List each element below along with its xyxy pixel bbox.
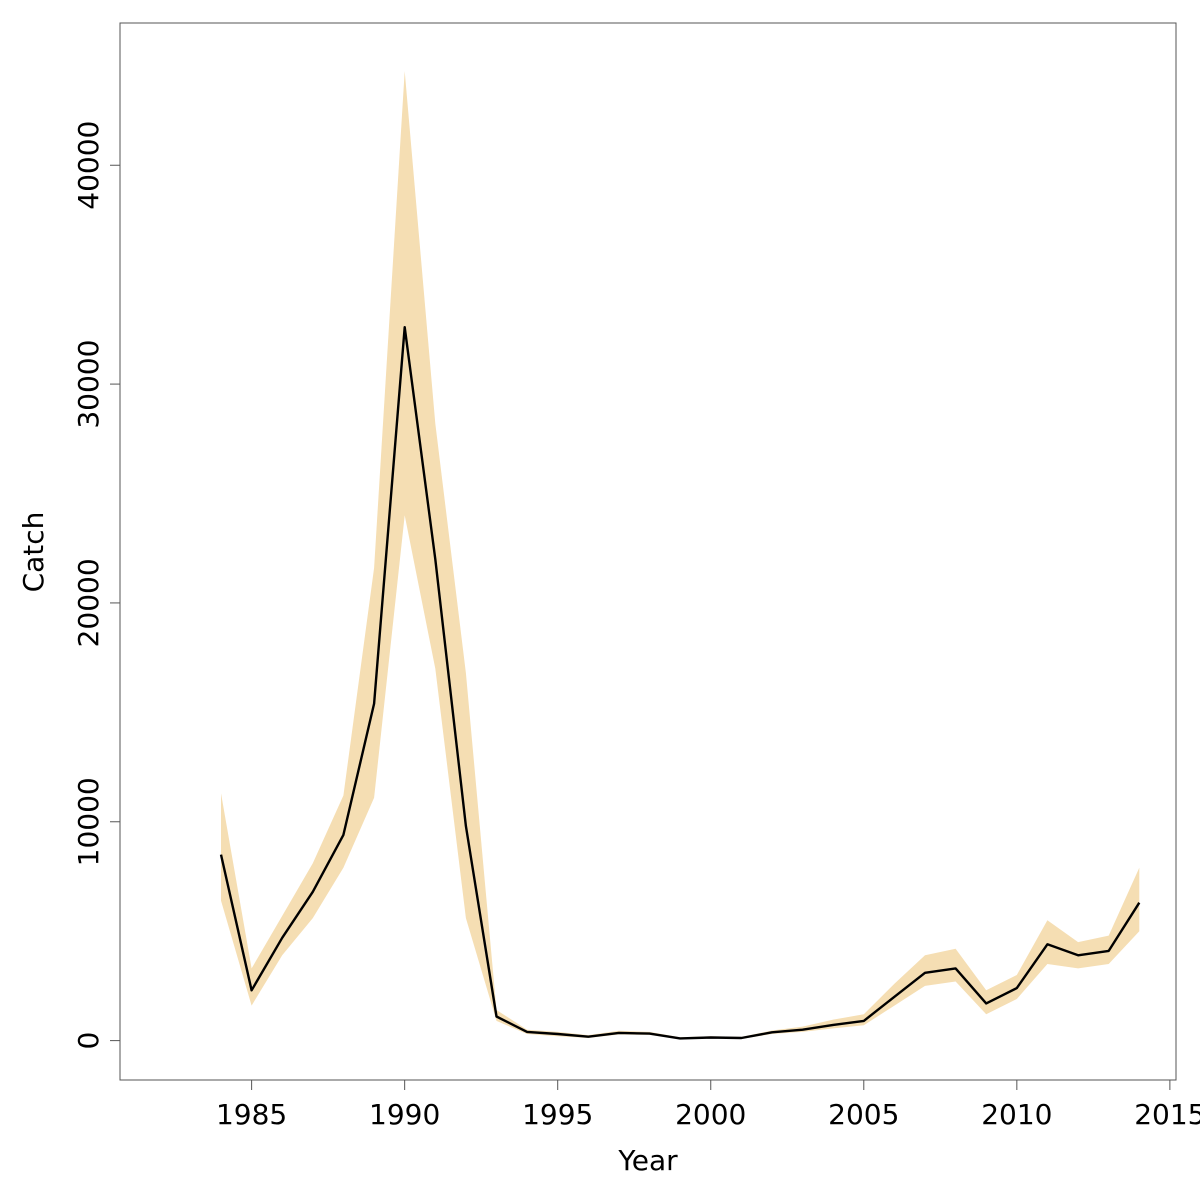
x-tick-label-2005: 2005: [828, 1098, 899, 1131]
y-axis-title: Catch: [17, 512, 50, 593]
y-tick-label-40000: 40000: [72, 121, 105, 210]
confidence-band: [221, 71, 1140, 1040]
y-tick-label-30000: 30000: [72, 340, 105, 429]
catch-points: [218, 324, 1142, 1041]
x-tick-label-1990: 1990: [369, 1098, 440, 1131]
plot-frame: [119, 22, 1177, 1081]
x-axis-title: Year: [617, 1144, 678, 1177]
x-axis: 1985 1990 1995 2000 2005 2010 2015: [216, 1079, 1200, 1131]
x-tick-label-1985: 1985: [216, 1098, 287, 1131]
y-axis: 0 10000 20000 30000 40000: [72, 121, 121, 1050]
y-tick-label-0: 0: [72, 1032, 105, 1050]
x-tick-label-2000: 2000: [675, 1098, 746, 1131]
y-tick-label-20000: 20000: [72, 558, 105, 647]
y-tick-label-10000: 10000: [72, 777, 105, 866]
x-tick-label-1995: 1995: [522, 1098, 593, 1131]
x-tick-label-2010: 2010: [981, 1098, 1052, 1131]
x-tick-label-2015: 2015: [1134, 1098, 1200, 1131]
catch-series-line: [219, 326, 1141, 1040]
